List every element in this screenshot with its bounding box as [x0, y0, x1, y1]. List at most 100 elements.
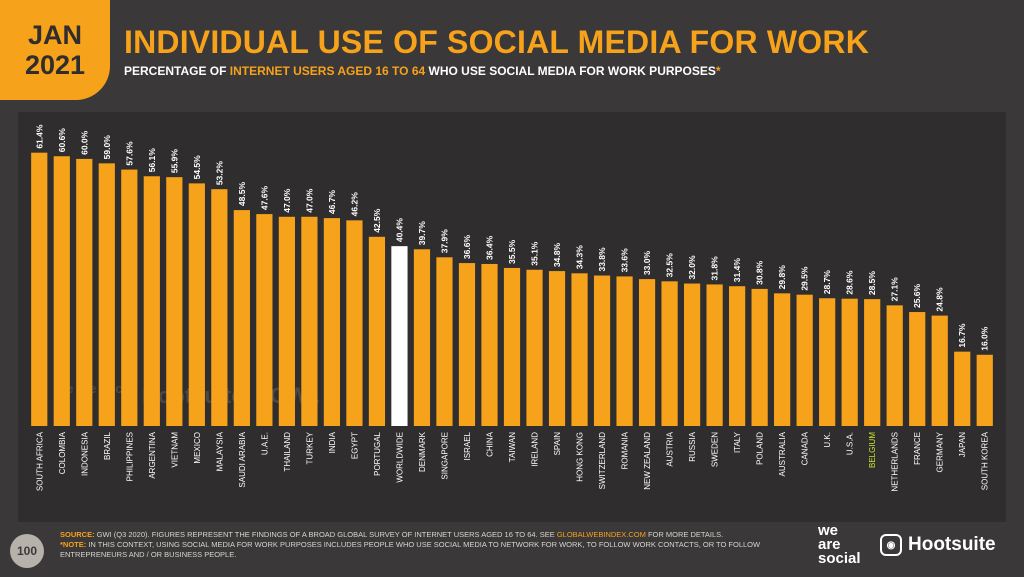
page-subtitle: PERCENTAGE OF INTERNET USERS AGED 16 TO … — [124, 64, 721, 78]
value-label: 55.9% — [169, 149, 179, 174]
bar-france — [909, 312, 926, 426]
bar-indonesia — [76, 158, 93, 426]
category-label: INDONESIA — [80, 431, 89, 476]
value-label: 27.1% — [890, 277, 900, 302]
category-label: ROMANIA — [621, 431, 630, 469]
value-label: 31.4% — [732, 258, 742, 283]
value-label: 25.6% — [912, 283, 922, 308]
bar-belgium — [864, 299, 881, 426]
category-label: POLAND — [756, 432, 765, 465]
category-label: CHINA — [485, 431, 494, 457]
bar-china — [481, 263, 498, 426]
value-label: 61.4% — [34, 124, 44, 149]
bar-germany — [931, 315, 948, 426]
category-label: SINGAPORE — [440, 432, 449, 480]
bar-hong-kong — [571, 273, 588, 426]
value-label: 46.7% — [327, 190, 337, 215]
value-label: 35.1% — [530, 241, 540, 266]
date-badge: JAN 2021 — [0, 0, 110, 100]
date-month: JAN — [27, 20, 82, 50]
value-label: 60.0% — [79, 130, 89, 155]
subtitle-post: WHO USE SOCIAL MEDIA FOR WORK PURPOSES — [425, 64, 716, 78]
subtitle-asterisk: * — [715, 64, 721, 78]
bar-sweden — [706, 284, 723, 426]
category-label: SPAIN — [553, 432, 562, 456]
bar-india — [323, 218, 341, 426]
bar-u-a-e- — [256, 214, 273, 426]
category-label: ARGENTINA — [148, 431, 157, 478]
bar-singapore — [436, 257, 453, 426]
category-label: VIETNAM — [170, 432, 179, 468]
value-label: 36.4% — [484, 235, 494, 260]
bar-argentina — [143, 176, 160, 426]
note-label: *NOTE: — [60, 540, 87, 549]
bar-thailand — [278, 216, 295, 426]
bar-australia — [774, 293, 791, 426]
value-label: 32.0% — [687, 255, 697, 280]
value-label: 57.6% — [124, 141, 134, 166]
category-label: U.A.E. — [260, 432, 269, 455]
category-label: MEXICO — [193, 432, 202, 464]
value-label: 29.8% — [777, 265, 787, 290]
bar-israel — [458, 263, 476, 426]
bar-poland — [751, 288, 768, 426]
bar-austria — [661, 281, 678, 426]
category-label: HONG KONG — [576, 432, 585, 482]
value-label: 36.6% — [462, 235, 472, 260]
value-label: 33.8% — [597, 247, 607, 272]
value-label: 47.0% — [304, 188, 314, 213]
category-label: SOUTH KOREA — [981, 431, 990, 490]
source-tail: FOR MORE DETAILS. — [645, 530, 724, 539]
category-label: AUSTRALIA — [778, 431, 787, 476]
source-note: SOURCE: GWI (Q3 2020). FIGURES REPRESENT… — [60, 530, 800, 560]
note-text: IN THIS CONTEXT, USING SOCIAL MEDIA FOR … — [60, 540, 761, 559]
value-label: 39.7% — [417, 221, 427, 246]
bar-netherlands — [886, 305, 903, 426]
category-label: DENMARK — [418, 431, 427, 472]
category-label: THAILAND — [283, 432, 292, 472]
value-label: 48.5% — [237, 182, 247, 207]
bar-turkey — [301, 216, 318, 426]
value-label: 56.1% — [147, 148, 157, 173]
category-label: SOUTH AFRICA — [35, 431, 44, 491]
bar-denmark — [413, 249, 431, 426]
value-label: 16.0% — [980, 326, 990, 351]
category-label: MALAYSIA — [215, 431, 224, 471]
value-label: 16.7% — [957, 323, 967, 348]
value-label: 33.0% — [642, 251, 652, 276]
bar-russia — [683, 283, 701, 426]
category-label: U.K. — [823, 432, 832, 448]
bar-u-s-a- — [841, 298, 858, 426]
category-label: RUSSIA — [688, 431, 697, 461]
bar-japan — [954, 351, 971, 426]
source-label: SOURCE: — [60, 530, 95, 539]
we-are-social-logo: we are social — [818, 522, 861, 566]
bar-chart: 61.4% SOUTH AFRICA 60.6% COLOMBIA 60.0% INDON… — [31, 124, 993, 492]
category-label: TAIWAN — [508, 432, 517, 462]
category-label: INDIA — [328, 431, 337, 453]
value-label: 29.5% — [800, 266, 810, 291]
bar-brazil — [98, 163, 115, 426]
bar-ireland — [526, 269, 543, 426]
value-label: 47.6% — [259, 186, 269, 211]
category-label: U.S.A. — [846, 432, 855, 455]
category-label: SWEDEN — [711, 432, 720, 467]
bar-canada — [796, 294, 813, 426]
value-label: 31.8% — [710, 256, 720, 281]
date-year: 2021 — [24, 50, 86, 80]
bar-south-africa — [31, 152, 48, 426]
value-label: 46.2% — [349, 192, 359, 217]
value-label: 47.0% — [282, 188, 292, 213]
bar-worldwide — [391, 246, 408, 426]
bar-mexico — [188, 183, 205, 426]
subtitle-highlight: INTERNET USERS AGED 16 TO 64 — [229, 64, 426, 78]
category-label: NETHERLANDS — [891, 432, 900, 492]
category-label: BRAZIL — [103, 431, 112, 460]
source-link[interactable]: GLOBALWEBINDEX.COM — [556, 530, 646, 539]
bar-egypt — [346, 220, 363, 426]
bar-taiwan — [503, 267, 521, 426]
bar-malaysia — [211, 189, 228, 426]
category-label: COLOMBIA — [58, 431, 67, 474]
category-label: BELGIUM — [868, 432, 877, 468]
logo-we: we — [818, 522, 839, 539]
